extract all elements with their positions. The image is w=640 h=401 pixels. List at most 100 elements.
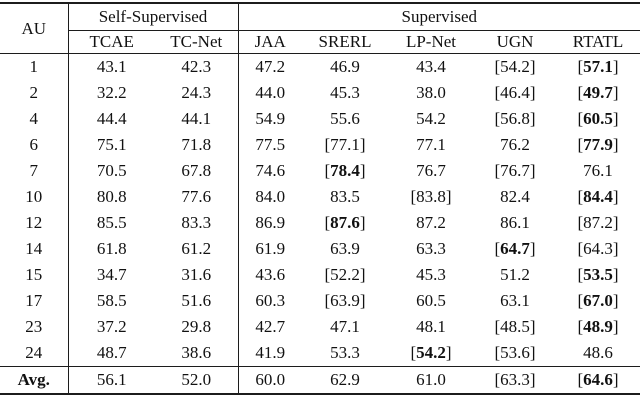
- table-row: 23 37.2 29.8 42.7 47.1 48.1 [48.5] [48.9]: [0, 314, 640, 340]
- value-text: 67.8: [181, 161, 212, 180]
- table-body: 1 43.1 42.3 47.2 46.9 43.4 [54.2] [57.1] 2 32.2 24…: [0, 53, 640, 394]
- value-cell: 63.1: [474, 288, 556, 314]
- value-cell: [64.7]: [494, 239, 536, 258]
- value-cell: 85.5: [67, 210, 155, 236]
- value-cell: 84.0: [237, 184, 302, 210]
- value-cell: 60.3: [237, 288, 302, 314]
- column-header-tc-net: TC-Net: [155, 30, 238, 54]
- value-cell: 80.8: [67, 184, 155, 210]
- value-text: 61.8: [96, 239, 127, 258]
- value-text: 60.5: [583, 109, 613, 128]
- column-header-lp-net: LP-Net: [388, 30, 474, 54]
- value-text: 60.5: [416, 291, 446, 310]
- value-cell: [60.5]: [577, 109, 619, 128]
- value-cell: 42.3: [155, 54, 238, 81]
- value-cell: 45.3: [302, 80, 388, 106]
- value-text: 77.6: [181, 187, 212, 206]
- group-header-self-supervised: Self-Supervised: [67, 3, 238, 31]
- value-cell: 61.0: [388, 366, 474, 394]
- table-row: 4 44.4 44.1 54.9 55.6 54.2 [56.8] [60.5]: [0, 106, 640, 132]
- value-text: 34.7: [96, 265, 127, 284]
- table-row: 7 70.5 67.8 74.6 [78.4] 76.7 [76.7] 76.1: [0, 158, 640, 184]
- value-text: 85.5: [96, 213, 127, 232]
- row-label-au: 14: [25, 239, 43, 258]
- value-cell: 56.1: [67, 366, 155, 394]
- value-text: 44.4: [96, 109, 127, 128]
- value-cell: [64.6]: [556, 366, 640, 394]
- table-row: 12 85.5 83.3 86.9 [87.6] 87.2 86.1 [87.2]: [0, 210, 640, 236]
- value-text: 48.9: [583, 317, 613, 336]
- value-cell: 37.2: [67, 314, 155, 340]
- value-cell: [48.5]: [494, 317, 536, 336]
- value-text: 83.5: [330, 187, 360, 206]
- value-cell: 46.9: [302, 54, 388, 81]
- value-cell: [54.2]: [410, 343, 452, 362]
- value-cell: 24.3: [155, 80, 238, 106]
- value-cell: 31.6: [155, 262, 238, 288]
- value-cell: 60.0: [237, 366, 302, 394]
- value-text: 31.6: [181, 265, 212, 284]
- value-cell: 54.2: [388, 106, 474, 132]
- value-text: 44.0: [255, 83, 286, 102]
- value-cell: [87.2]: [577, 213, 619, 232]
- value-text: 46.9: [330, 57, 360, 76]
- value-cell: 51.2: [474, 262, 556, 288]
- value-text: 67.0: [583, 291, 613, 310]
- table-row: 2 32.2 24.3 44.0 45.3 38.0 [46.4] [49.7]: [0, 80, 640, 106]
- value-text: 53.6: [500, 343, 530, 362]
- value-text: 63.9: [330, 291, 360, 310]
- value-cell: 71.8: [155, 132, 238, 158]
- column-header-jaa: JAA: [237, 30, 302, 54]
- avg-row: Avg. 56.1 52.0 60.0 62.9 61.0 [63.3] [64.6]: [0, 366, 640, 394]
- value-text: 32.2: [96, 83, 127, 102]
- corner-header-au: AU: [0, 3, 68, 54]
- value-cell: 83.5: [302, 184, 388, 210]
- value-cell: [77.1]: [324, 135, 366, 154]
- value-cell: [57.1]: [577, 57, 619, 76]
- table-row: 10 80.8 77.6 84.0 83.5 [83.8] 82.4 [84.4]: [0, 184, 640, 210]
- value-cell: 67.8: [155, 158, 238, 184]
- value-text: 48.1: [416, 317, 446, 336]
- value-text: 55.6: [330, 109, 360, 128]
- value-text: 64.3: [583, 239, 613, 258]
- value-text: 75.1: [96, 135, 127, 154]
- value-cell: 77.5: [237, 132, 302, 158]
- value-text: 51.6: [181, 291, 212, 310]
- value-text: 54.2: [500, 57, 530, 76]
- value-cell: [63.9]: [324, 291, 366, 310]
- value-cell: [87.6]: [324, 213, 366, 232]
- value-text: 49.7: [583, 83, 613, 102]
- value-cell: 83.3: [155, 210, 238, 236]
- value-cell: 55.6: [302, 106, 388, 132]
- value-text: 47.2: [255, 57, 286, 76]
- value-cell: 63.3: [388, 236, 474, 262]
- value-cell: 70.5: [67, 158, 155, 184]
- value-cell: 47.2: [237, 53, 302, 80]
- value-text: 52.2: [330, 265, 360, 284]
- value-text: 38.0: [416, 83, 446, 102]
- value-text: 86.1: [500, 213, 530, 232]
- group-header-row: AU Self-Supervised Supervised: [0, 3, 640, 54]
- value-text: 52.0: [181, 370, 212, 389]
- row-label-avg: Avg.: [0, 366, 68, 394]
- value-text: 53.3: [330, 343, 360, 362]
- value-text: 45.3: [416, 265, 446, 284]
- value-cell: [53.5]: [577, 265, 619, 284]
- row-label-au: 6: [29, 135, 39, 154]
- value-text: 44.1: [181, 109, 212, 128]
- value-text: 87.2: [583, 213, 613, 232]
- value-text: 51.2: [500, 265, 530, 284]
- value-cell: [56.8]: [494, 109, 536, 128]
- value-text: 76.1: [583, 161, 613, 180]
- value-text: 54.2: [416, 109, 446, 128]
- value-cell: [46.4]: [494, 83, 536, 102]
- value-cell: 43.1: [67, 53, 155, 80]
- value-cell: 75.1: [67, 132, 155, 158]
- value-text: 77.1: [416, 135, 446, 154]
- column-header-rtatl: RTATL: [556, 30, 640, 54]
- value-cell: 61.9: [237, 236, 302, 262]
- value-cell: 74.6: [237, 158, 302, 184]
- value-text: 58.5: [96, 291, 127, 310]
- value-cell: 86.9: [237, 210, 302, 236]
- value-text: 84.4: [583, 187, 613, 206]
